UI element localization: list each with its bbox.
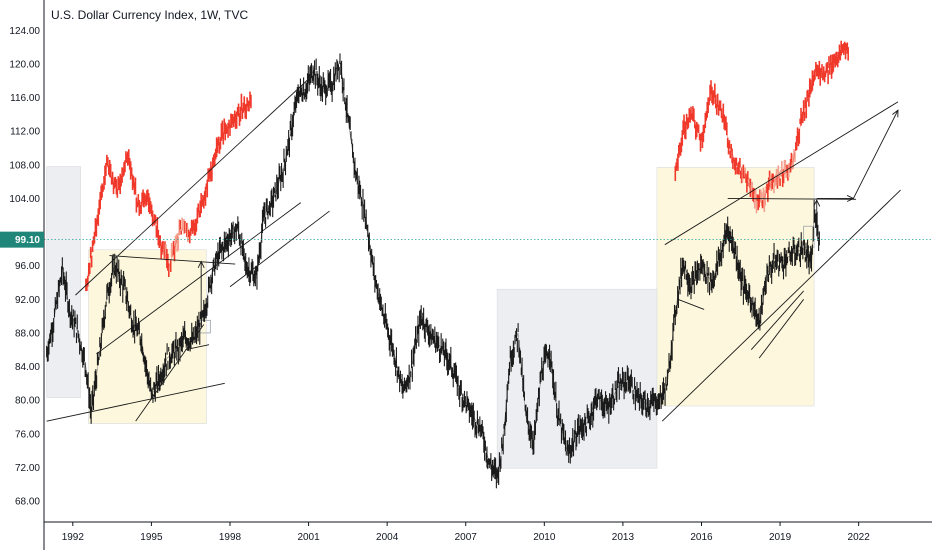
y-tick-label: 72.00	[15, 463, 40, 474]
y-tick-label: 108.00	[9, 160, 40, 171]
trendline-0	[75, 76, 312, 296]
x-tick-label: 1992	[62, 532, 85, 543]
overlay-series-2	[674, 40, 849, 214]
arrowhead-0	[846, 195, 855, 202]
trendline-9	[727, 198, 857, 200]
x-tick-label: 2007	[455, 532, 478, 543]
y-tick-label: 92.00	[15, 295, 40, 306]
trendline-12	[758, 299, 805, 359]
trendline-1	[96, 202, 301, 355]
x-tick-label: 1998	[219, 532, 242, 543]
trendline-2	[46, 382, 225, 422]
x-tick-label: 2019	[769, 532, 792, 543]
trendline-10	[677, 298, 705, 310]
yellow-zone-2	[656, 167, 815, 407]
arrowhead-2	[892, 109, 899, 118]
trendline-4	[185, 344, 210, 351]
y-tick-label: 116.00	[10, 93, 40, 104]
y-tick-label: 88.00	[15, 328, 40, 339]
y-tick-label: 124.00	[9, 26, 40, 37]
y-tick-label: 76.00	[15, 429, 40, 440]
trendline-7	[664, 101, 899, 246]
x-tick-label: 1995	[140, 532, 163, 543]
x-tick-label: 2001	[297, 532, 320, 543]
current-value-label: 99.10	[15, 235, 40, 246]
y-tick-label: 80.00	[15, 396, 40, 407]
trendline-3	[135, 324, 205, 422]
yellow-zone-1	[88, 249, 207, 424]
trendline-8	[661, 189, 901, 422]
overlay-line	[675, 46, 849, 204]
projection-arrow-2	[853, 110, 899, 199]
price-series-0	[46, 53, 820, 489]
trendline-11	[750, 290, 804, 351]
x-tick-label: 2013	[612, 532, 635, 543]
trendline-6	[229, 210, 330, 288]
arrowhead-1	[813, 199, 821, 207]
price-line	[46, 59, 820, 477]
y-tick-label: 104.00	[9, 194, 40, 205]
y-tick-label: 84.00	[15, 362, 40, 373]
highlight-zones	[46, 166, 815, 469]
series-group	[46, 40, 849, 489]
y-tick-label: 120.00	[9, 60, 40, 71]
chart-title: U.S. Dollar Currency Index, 1W, TVC	[51, 8, 249, 22]
y-tick-label: 68.00	[15, 496, 40, 507]
x-tick-label: 2010	[533, 532, 556, 543]
overlay-series-1	[85, 91, 252, 292]
trendlines	[46, 76, 901, 422]
x-tick-label: 2016	[690, 532, 713, 543]
x-tick-label: 2022	[848, 532, 871, 543]
arrowhead-3	[197, 260, 205, 268]
current-value-badge	[0, 231, 44, 248]
overlay-line	[85, 101, 252, 287]
y-tick-label: 96.00	[15, 261, 40, 272]
x-tick-label: 2004	[376, 532, 399, 543]
y-tick-label: 112.00	[10, 127, 40, 138]
trendline-5	[109, 255, 236, 265]
